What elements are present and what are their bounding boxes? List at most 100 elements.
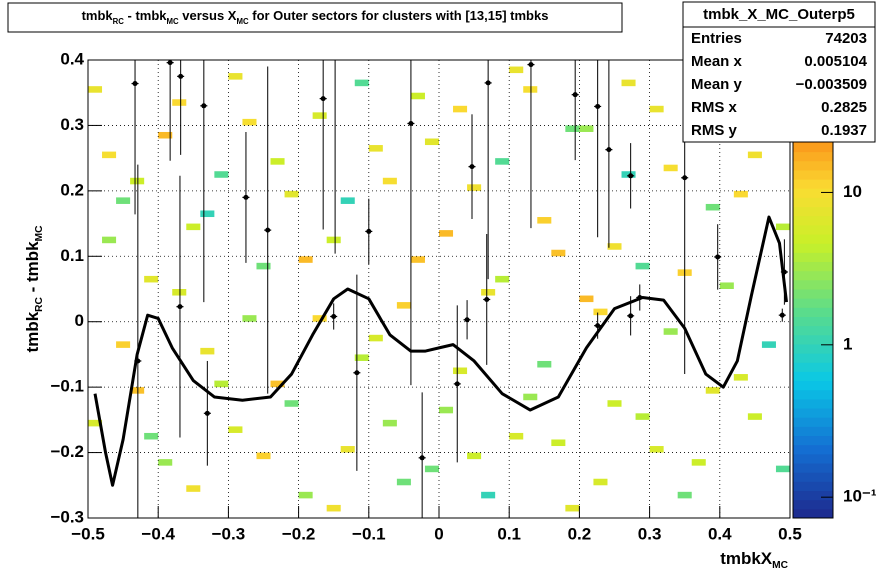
- cell: [186, 485, 201, 492]
- color-bar-segment: [793, 408, 833, 418]
- cell: [228, 73, 243, 80]
- cell: [200, 347, 215, 355]
- cell: [340, 197, 355, 204]
- cell: [635, 262, 650, 270]
- x-axis-label: tmbkXMC: [720, 549, 788, 571]
- cell: [382, 419, 397, 427]
- color-bar-segment: [793, 508, 833, 519]
- cell: [733, 190, 748, 198]
- color-bar-segment: [793, 435, 833, 446]
- cell: [424, 465, 439, 473]
- z-tick-label: 10: [843, 182, 862, 201]
- cell: [691, 459, 706, 466]
- profile-point: [595, 323, 601, 329]
- cell: [312, 112, 327, 119]
- cell: [565, 125, 580, 132]
- y-tick-label: −0.2: [50, 442, 84, 461]
- profile-point: [419, 455, 425, 461]
- profile-point: [628, 173, 634, 179]
- cell: [326, 236, 341, 244]
- profile-point: [331, 313, 337, 319]
- stats-title: tmbk_X_MC_Outerp5: [703, 6, 855, 23]
- cell: [467, 184, 482, 191]
- cell: [467, 452, 482, 460]
- text-part: tmbk: [82, 8, 114, 23]
- profile-point: [408, 120, 414, 126]
- color-bar-segment: [793, 325, 833, 336]
- cell: [340, 446, 355, 453]
- text-part: MC: [772, 560, 788, 571]
- stats-frame: [682, 1, 876, 143]
- stats-name: RMS x: [691, 99, 738, 116]
- cell: [214, 380, 229, 388]
- color-bar-segment: [793, 380, 833, 391]
- profile-point: [204, 410, 210, 416]
- cell: [481, 491, 496, 499]
- color-bar-segment: [793, 307, 833, 317]
- profile-point: [167, 60, 173, 66]
- profile-point: [606, 147, 612, 153]
- color-bar-segment: [793, 215, 833, 226]
- cell: [649, 446, 664, 453]
- cell: [523, 86, 538, 93]
- y-tick-label: −0.3: [50, 507, 84, 526]
- stats-value: −0.003509: [796, 76, 867, 93]
- color-bar-segment: [793, 472, 833, 482]
- color-bar-segment: [793, 398, 833, 409]
- profile-point: [454, 381, 460, 387]
- color-bar-segment: [793, 499, 833, 510]
- cell: [158, 459, 173, 466]
- color-bar-segment: [793, 160, 833, 171]
- profile-point: [485, 80, 491, 86]
- cell: [607, 400, 622, 407]
- text-part: for Outer sectors for clusters with [13,…: [249, 8, 549, 23]
- cell: [172, 289, 187, 296]
- color-bar-segment: [793, 188, 833, 198]
- color-bar-segment: [793, 353, 833, 363]
- text-part: tmbkX: [720, 549, 773, 568]
- cell: [158, 131, 173, 139]
- cell: [453, 105, 468, 113]
- cell: [551, 439, 566, 447]
- cell: [607, 243, 622, 250]
- cell: [326, 504, 341, 512]
- profile-point: [528, 62, 534, 68]
- axes: −0.5 −0.4 −0.3 −0.2 −0.1 0 0.1 0.2 0.3 0.4 0.5 −0.3…: [50, 49, 801, 543]
- text-part: MC: [167, 17, 179, 26]
- cell: [663, 328, 678, 335]
- cell: [775, 465, 790, 473]
- color-bar-segment: [793, 334, 833, 345]
- profile-point: [354, 370, 360, 376]
- z-tick-label: 1: [843, 334, 852, 353]
- cell: [705, 203, 720, 211]
- cell: [593, 478, 608, 486]
- color-bar-segment: [793, 316, 833, 327]
- cell: [593, 308, 608, 316]
- x-tick-label: −0.5: [71, 524, 105, 543]
- y-axis-label: tmbkRC - tmbkMC: [23, 225, 45, 353]
- profile-point: [366, 228, 372, 234]
- text-part: RC: [113, 17, 125, 26]
- x-tick-label: 0.1: [497, 524, 521, 543]
- cell: [537, 217, 552, 224]
- cell: [368, 334, 383, 342]
- profile-point: [464, 317, 470, 323]
- cell: [242, 315, 257, 322]
- cell: [116, 197, 131, 204]
- color-bar-segment: [793, 426, 833, 437]
- cell: [705, 387, 720, 394]
- color-bar-segment: [793, 142, 833, 153]
- grid: [87, 59, 791, 519]
- x-tick-label: −0.4: [141, 524, 175, 543]
- color-bar-segment: [793, 206, 833, 217]
- text-part: MC: [34, 225, 45, 241]
- cell: [509, 432, 524, 440]
- profile-point: [135, 358, 141, 364]
- color-bar-segment: [793, 343, 833, 354]
- cells: [88, 60, 790, 512]
- x-tick-label: −0.2: [282, 524, 316, 543]
- profile-point: [178, 73, 184, 79]
- y-tick-label: 0.1: [60, 246, 84, 265]
